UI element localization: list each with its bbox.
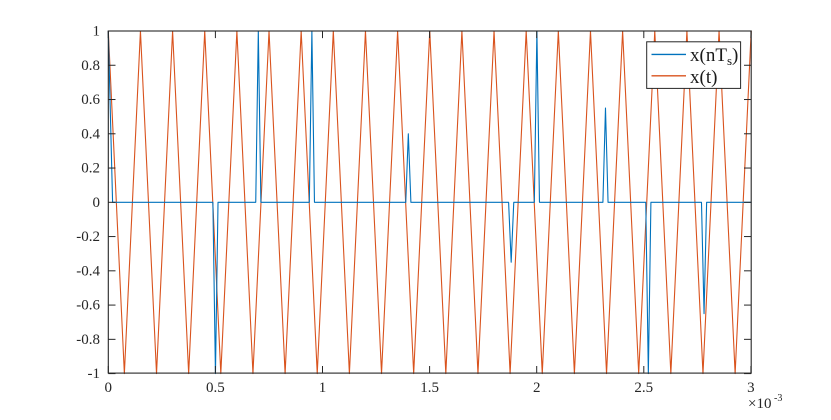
svg-text:-3: -3 [774,393,782,404]
svg-text:1: 1 [93,24,101,40]
svg-text:-0.4: -0.4 [76,263,100,279]
svg-text:×10: ×10 [748,396,771,412]
svg-text:0: 0 [105,380,113,396]
svg-text:-0.6: -0.6 [76,298,100,314]
svg-text:0: 0 [93,195,101,211]
svg-text:x(t): x(t) [690,67,717,88]
svg-text:3: 3 [747,380,755,396]
svg-text:1.5: 1.5 [420,380,439,396]
svg-text:1: 1 [319,380,327,396]
svg-text:0.6: 0.6 [81,92,100,108]
svg-text:2.5: 2.5 [634,380,653,396]
svg-text:-0.8: -0.8 [76,332,100,348]
svg-text:x(nTs): x(nTs) [690,45,738,68]
svg-text:0.4: 0.4 [81,126,100,142]
svg-text:0.8: 0.8 [81,58,100,74]
svg-text:-0.2: -0.2 [76,229,100,245]
svg-text:2: 2 [533,380,541,396]
svg-text:0.2: 0.2 [81,161,100,177]
svg-text:-1: -1 [88,366,101,382]
svg-text:0.5: 0.5 [206,380,225,396]
